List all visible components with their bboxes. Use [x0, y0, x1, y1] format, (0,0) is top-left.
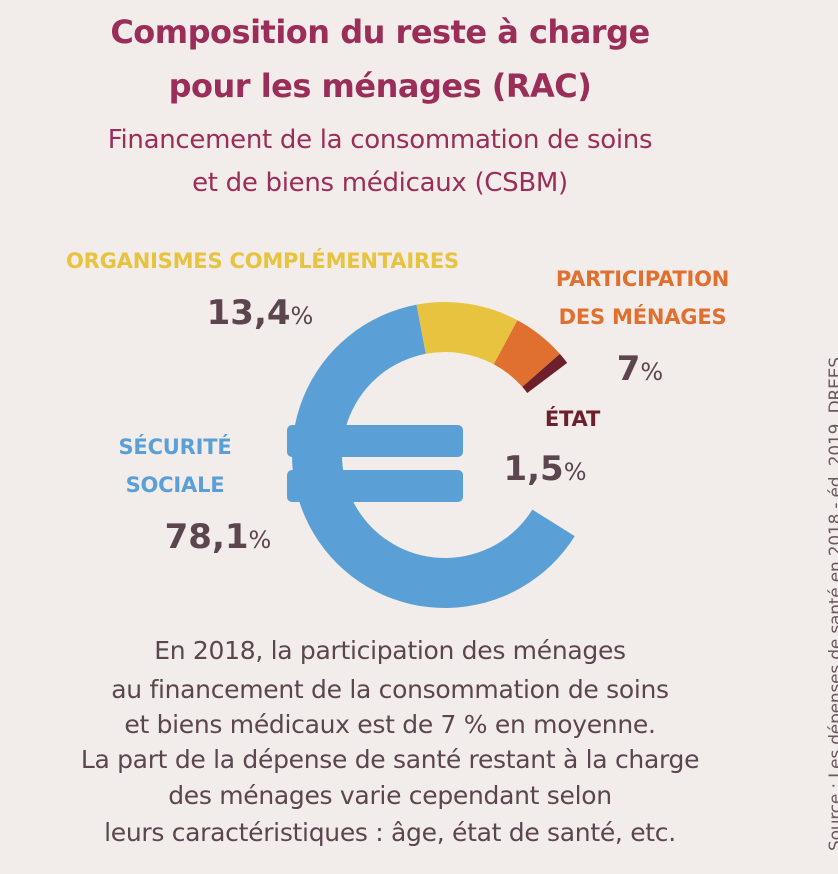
body-text-line-6: leurs caractéristiques : âge, état de sa… — [0, 820, 780, 845]
body-text-line-1: En 2018, la participation des ménages — [0, 638, 780, 663]
euro-bar-upper — [287, 425, 463, 457]
legend-label-participation-line-2: DES MÉNAGES — [520, 307, 765, 328]
legend-label-etat: ÉTAT — [500, 409, 645, 430]
body-text-line-4: La part de la dépense de santé restant à… — [0, 747, 780, 772]
body-text-line-2: au financement de la consommation de soi… — [0, 677, 780, 702]
legend-label-securite-line-1: SÉCURITÉ — [90, 437, 260, 458]
value-label-participation: 7% — [560, 352, 720, 386]
legend-label-organismes: ORGANISMES COMPLÉMENTAIRES — [40, 251, 485, 272]
euro-bar-lower — [287, 470, 463, 502]
body-text-line-3: et biens médicaux est de 7 % en moyenne. — [0, 712, 780, 737]
value-label-securite: 78,1% — [138, 520, 298, 554]
legend-label-securite-line-2: SOCIALE — [90, 475, 260, 496]
source-note: Source : Les dépenses de santé en 2018 -… — [826, 357, 838, 851]
value-label-etat: 1,5% — [465, 452, 625, 486]
value-label-organismes: 13,4% — [180, 296, 340, 330]
legend-label-participation-line-1: PARTICIPATION — [520, 269, 765, 290]
body-text-line-5: des ménages varie cependant selon — [0, 783, 780, 808]
